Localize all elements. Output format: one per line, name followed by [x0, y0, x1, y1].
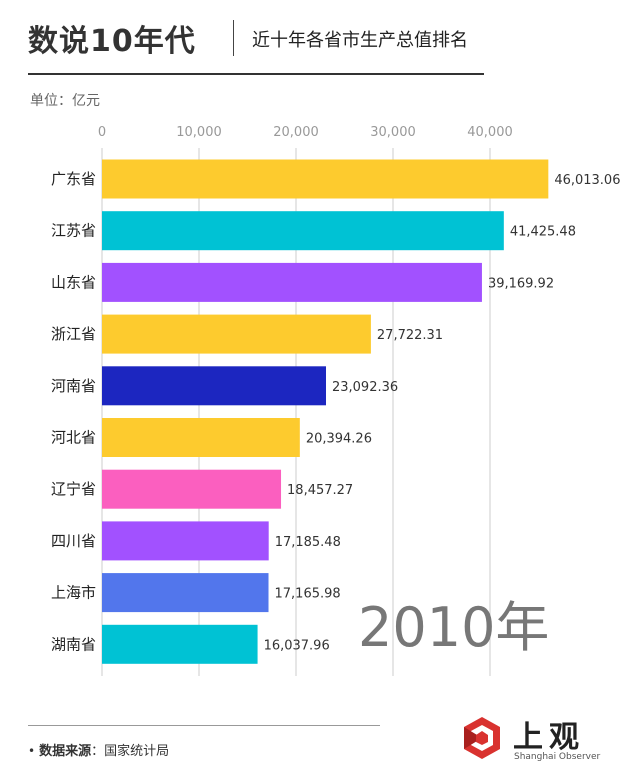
source-key: 数据来源: [39, 744, 92, 759]
category-label: 江苏省: [51, 222, 96, 240]
source-value: 国家统计局: [104, 744, 170, 759]
x-tick-label: 0: [98, 125, 106, 140]
bar: [102, 624, 258, 664]
header: 数说10年代 近十年各省市生产总值排名: [20, 14, 620, 62]
value-label: 17,165.98: [275, 587, 341, 602]
value-label: 27,722.31: [377, 328, 443, 343]
chart-subtitle: 近十年各省市生产总值排名: [252, 30, 468, 51]
value-label: 20,394.26: [306, 432, 372, 447]
bar-chart: 0 10,000 20,000 30,000 40,000 广东省 46,013.06 江苏省…: [51, 125, 620, 676]
x-tick-label: 30,000: [370, 125, 416, 140]
logo-mark-icon: [464, 717, 500, 759]
category-label: 上海市: [51, 584, 96, 602]
unit-label: 单位：亿元: [30, 93, 100, 109]
category-label: 辽宁省: [51, 480, 96, 498]
bar: [102, 366, 326, 406]
brand-title: 数说10年代: [28, 24, 196, 59]
header-rule: [28, 73, 484, 75]
value-label: 23,092.36: [332, 380, 398, 395]
x-tick-label: 20,000: [273, 125, 319, 140]
bar: [102, 469, 282, 509]
data-source: • 数据来源：国家统计局: [28, 740, 169, 759]
category-label: 四川省: [51, 532, 96, 550]
category-label: 河北省: [51, 429, 96, 447]
category-label: 山东省: [51, 273, 96, 291]
footer-rule: [28, 725, 380, 726]
bar: [102, 521, 269, 561]
bar: [102, 573, 269, 613]
x-tick-label: 10,000: [176, 125, 222, 140]
source-separator: ：: [91, 744, 105, 759]
logo-name: 上观: [513, 720, 585, 755]
bar: [102, 211, 504, 251]
value-label: 39,169.92: [488, 276, 554, 291]
value-label: 41,425.48: [510, 225, 576, 240]
category-label: 河南省: [51, 377, 96, 395]
x-tick-label: 40,000: [467, 125, 513, 140]
logo-subtitle: Shanghai Observer: [514, 752, 601, 762]
bar: [102, 262, 482, 302]
shanghai-observer-logo: 上观 Shanghai Observer: [458, 710, 618, 770]
bar: [102, 314, 371, 354]
value-label: 18,457.27: [287, 483, 353, 498]
bar: [102, 418, 300, 457]
category-label: 广东省: [51, 170, 96, 188]
year-watermark: 2010年: [358, 596, 549, 659]
bullet-icon: •: [28, 744, 36, 758]
value-label: 46,013.06: [554, 173, 620, 188]
bar: [102, 159, 549, 199]
category-label: 浙江省: [51, 325, 96, 343]
value-label: 17,185.48: [275, 535, 341, 550]
category-label: 湖南省: [51, 635, 96, 653]
value-label: 16,037.96: [264, 638, 330, 653]
header-divider: [233, 20, 234, 56]
